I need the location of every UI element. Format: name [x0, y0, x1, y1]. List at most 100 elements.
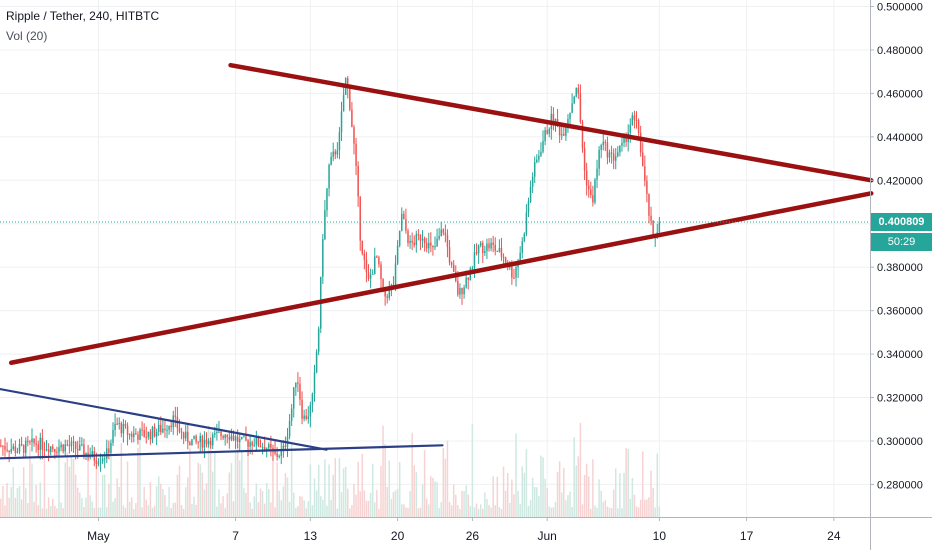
volume-bar [290, 443, 293, 517]
candle-body [328, 164, 330, 189]
volume-bar [205, 483, 208, 517]
volume-bar [31, 463, 33, 517]
volume-bar [353, 483, 355, 517]
candle-body [357, 165, 359, 197]
volume-bar [160, 483, 162, 517]
candle-body [617, 152, 619, 157]
resistance-trendline [228, 62, 874, 183]
candle-body [251, 442, 253, 446]
candle-body [282, 445, 285, 450]
volume-bar [446, 440, 449, 517]
volume-bar [612, 489, 615, 517]
candle-body [486, 243, 488, 252]
volume-bar [608, 507, 611, 517]
volume-bar [99, 507, 102, 517]
candle-body [207, 440, 210, 445]
volume-bar [444, 458, 447, 517]
volume-bar [448, 501, 451, 517]
volume-bar [328, 464, 330, 517]
volume-bar [581, 504, 584, 517]
candle-body [31, 438, 33, 443]
volume-bar [517, 490, 519, 517]
volume-bar [428, 504, 430, 517]
candle-body [214, 433, 216, 435]
volume-bar [305, 508, 307, 517]
candle-body [216, 431, 218, 434]
volume-bar [602, 501, 605, 517]
volume-bar [631, 478, 634, 517]
candle-body [41, 437, 44, 450]
candle-body [425, 243, 428, 249]
candle-body [382, 279, 384, 287]
volume-bar [513, 494, 515, 517]
price-axis-label: 0.340000 [877, 349, 923, 361]
volume-bar [110, 454, 112, 517]
candle-body [521, 241, 523, 253]
volume-bar [228, 472, 231, 517]
volume-bar [461, 490, 463, 517]
volume-bar [149, 482, 152, 517]
volume-bar [245, 492, 247, 517]
volume-bar [336, 508, 339, 517]
candle-body [479, 242, 482, 246]
candle-body [122, 423, 125, 434]
volume-bar [538, 495, 540, 517]
volume-bar [241, 449, 243, 517]
candle-body [417, 234, 420, 236]
volume-bar [37, 505, 39, 517]
price-axis-label: 0.320000 [877, 393, 923, 405]
candle-body [54, 448, 56, 452]
candle-body [409, 240, 411, 244]
volume-bar [600, 490, 602, 517]
volume-indicator-label[interactable]: Vol (20) [6, 29, 48, 43]
candle-body [305, 415, 307, 419]
volume-bar [297, 506, 299, 517]
candle-body [270, 444, 272, 448]
candle-body [64, 444, 66, 452]
candle-body [263, 447, 266, 452]
candle-body [22, 444, 25, 453]
volume-bar [147, 505, 150, 517]
candle-body [648, 194, 650, 216]
candle-body [336, 150, 339, 155]
volume-bar [565, 500, 567, 517]
candle-body [434, 246, 436, 248]
volume-bar [585, 463, 588, 517]
candle-body [461, 287, 463, 295]
volume-bar [326, 505, 328, 517]
volume-bar [106, 507, 108, 517]
candle-body [635, 119, 638, 121]
volume-bar [652, 487, 654, 517]
candle-body [16, 451, 19, 453]
candle-body [70, 441, 73, 447]
volume-bar [386, 487, 388, 517]
volume-bar [355, 494, 357, 517]
volume-bar [455, 494, 457, 517]
candle-body [423, 238, 426, 244]
volume-bar [155, 486, 158, 517]
candle-body [284, 445, 287, 447]
volume-bar [556, 471, 559, 517]
candle-body [135, 433, 137, 435]
candle-body [68, 444, 71, 447]
candle-body [315, 351, 318, 373]
volume-bar [571, 506, 573, 517]
volume-bar [388, 460, 391, 517]
volume-bar [490, 507, 492, 517]
candle-body [641, 152, 644, 167]
volume-bar [253, 496, 256, 517]
volume-bar [268, 488, 270, 517]
candle-body [608, 152, 611, 158]
volume-bar [469, 506, 472, 517]
candle-body [519, 252, 521, 261]
volume-bar [536, 487, 538, 517]
volume-bar [259, 488, 262, 517]
candle-body [243, 436, 245, 438]
candle-body [178, 427, 181, 432]
volume-bar [569, 491, 571, 517]
candle-body [193, 435, 195, 440]
price-axis-label: 0.380000 [877, 262, 923, 274]
volume-bar [330, 500, 332, 517]
